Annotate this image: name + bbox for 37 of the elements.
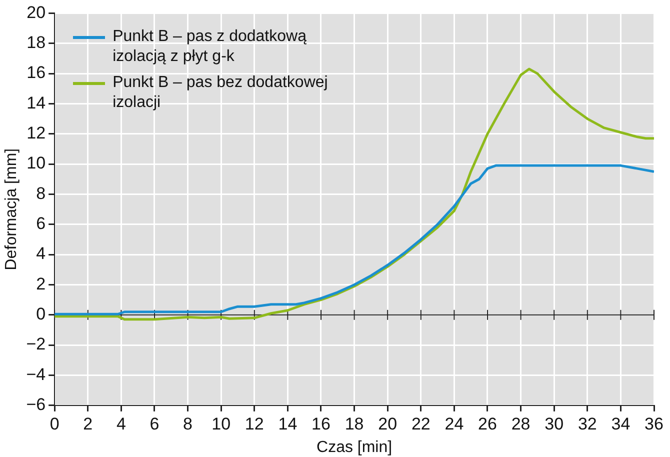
x-axis-title: Czas [min] <box>316 438 392 456</box>
x-tick-label: 22 <box>411 414 430 434</box>
y-axis-title: Deformacja [mm] <box>3 148 20 270</box>
y-tick-label: 16 <box>26 63 46 82</box>
x-tick-label: 36 <box>644 414 664 434</box>
x-tick-label: 4 <box>116 414 126 434</box>
y-tick-label: 10 <box>26 154 46 173</box>
x-tick-label: 28 <box>511 414 530 434</box>
x-tick-label: 24 <box>444 414 464 434</box>
y-tick-label: 6 <box>36 214 46 234</box>
x-tick-label: 8 <box>183 414 193 434</box>
y-tick-label: 8 <box>36 184 46 203</box>
y-tick-label: −4 <box>26 364 46 384</box>
y-tick-label: 18 <box>26 33 46 52</box>
y-tick-label: 4 <box>36 244 46 264</box>
legend-label: Punkt B – pas z dodatkową izolacją z płyt g-k <box>112 27 308 68</box>
y-tick-label: 2 <box>36 274 46 294</box>
x-tick-label: 32 <box>578 414 597 434</box>
x-tick-label: 14 <box>278 414 298 434</box>
y-tick-label: 0 <box>36 304 46 324</box>
x-tick-label: 0 <box>50 414 60 434</box>
x-tick-label: 10 <box>212 414 231 434</box>
y-tick-label: −2 <box>26 334 46 354</box>
x-tick-label: 12 <box>244 414 264 434</box>
y-tick-label: −6 <box>26 395 46 414</box>
legend-label: Punkt B – pas bez dodatkowej izolacji <box>112 73 329 114</box>
y-tick-label: 12 <box>26 124 46 143</box>
x-tick-label: 26 <box>478 414 497 434</box>
x-tick-label: 18 <box>344 414 364 434</box>
x-tick-label: 20 <box>378 414 398 434</box>
x-tick-label: 30 <box>544 414 564 434</box>
y-tick-label: 20 <box>26 2 46 22</box>
x-tick-label: 6 <box>150 414 160 434</box>
x-tick-label: 34 <box>611 414 630 434</box>
x-tick-label: 16 <box>312 414 330 434</box>
x-tick-label: 2 <box>83 414 93 434</box>
y-tick-label: 14 <box>26 93 46 112</box>
